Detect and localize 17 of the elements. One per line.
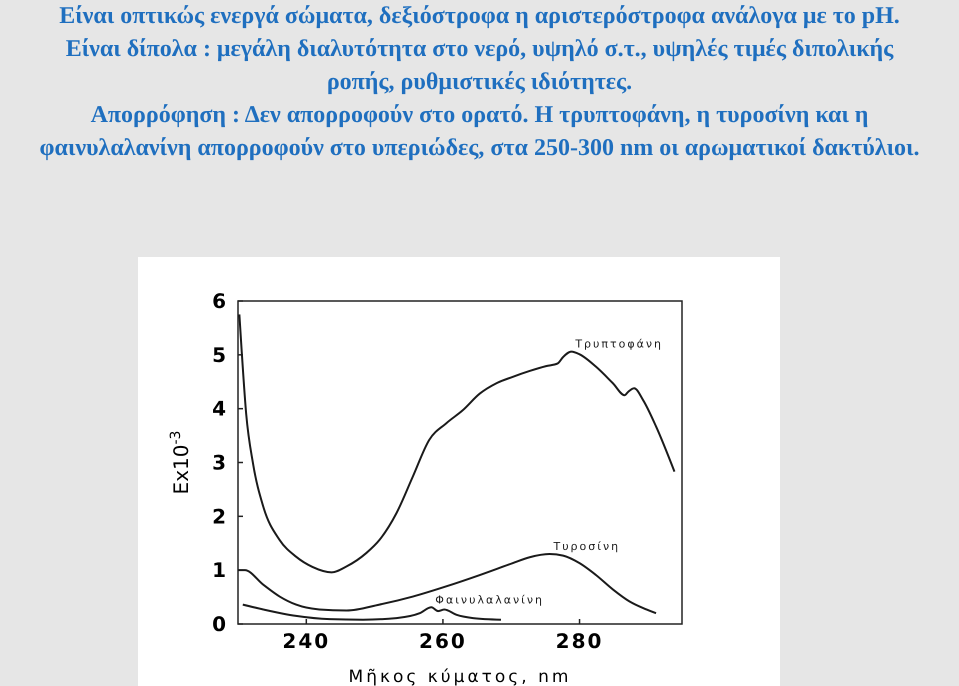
y-tick-label: 2 bbox=[212, 504, 226, 528]
y-tick-label: 5 bbox=[212, 342, 226, 367]
series-label: Φαινυλαλανίνη bbox=[435, 593, 544, 606]
x-axis-title: Μῆκος κύματος, nm bbox=[348, 667, 572, 686]
y-tick-label: 0 bbox=[212, 612, 226, 636]
text: Απορρόφηση : Δεν απορροφούν στο ορατό. Η τρυπτοφάνη, η τυροσίνη και η φαινυλαλανίνη απορροφούν στο υπεριώδες, στα 250-300 nm οι αρωματικοί δακτύλιοι. bbox=[38, 101, 920, 163]
x-tick-label: 240 bbox=[282, 629, 330, 653]
chart-subtitle: Είναι δίπολα : μεγάλη διαλυτότητα στο νερό, υψηλό σ.τ., υψηλές τιμές διπολικής ροπής, ρυθμιστικές ιδιότητες. bbox=[64, 35, 894, 97]
series-label: Τυροσίνη bbox=[552, 540, 620, 554]
y-tick-label: 3 bbox=[212, 450, 226, 474]
series-label: Τρυπτοφάνη bbox=[574, 338, 664, 351]
y-tick-label: 4 bbox=[212, 396, 226, 421]
x-tick-label: 280 bbox=[556, 629, 604, 653]
chart-title: Είναι οπτικώς ενεργά σώματα, δεξιόστροφα η αριστερόστροφα ανάλογα με το pH. bbox=[58, 2, 901, 31]
y-tick-label: 6 bbox=[212, 289, 226, 313]
x-tick-label: 260 bbox=[419, 629, 467, 653]
y-tick-label: 1 bbox=[212, 558, 226, 582]
